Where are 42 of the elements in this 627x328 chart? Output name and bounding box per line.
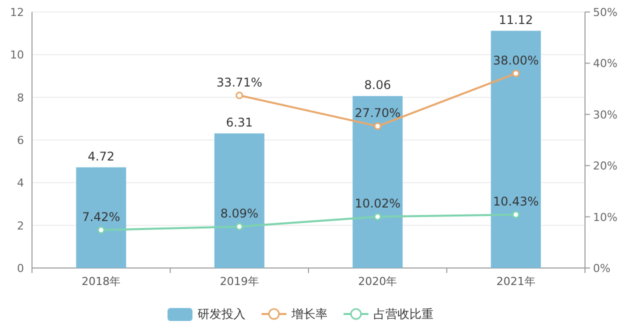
y-tick-label: 12 bbox=[10, 6, 24, 19]
y2-tick-label: 20% bbox=[593, 160, 618, 173]
y2-tick-label: 40% bbox=[593, 57, 618, 70]
data-label: 10.02% bbox=[354, 196, 401, 211]
data-label: 6.31 bbox=[226, 115, 253, 130]
data-label: 7.42% bbox=[82, 210, 120, 224]
y-tick-label: 6 bbox=[17, 134, 24, 147]
point bbox=[374, 122, 382, 130]
x-tick-label: 2018年 bbox=[82, 275, 121, 288]
y-tick-label: 2 bbox=[17, 219, 24, 232]
legend-label: 研发投入 bbox=[198, 307, 246, 321]
data-label: 4.72 bbox=[88, 149, 114, 164]
data-label: 38.00% bbox=[492, 53, 539, 68]
y-tick-label: 10 bbox=[10, 48, 24, 62]
y2-tick-label: 30% bbox=[593, 108, 618, 122]
y-tick-label: 4 bbox=[17, 176, 24, 190]
data-label: 33.71% bbox=[216, 75, 262, 90]
x-tick-label: 2021年 bbox=[496, 275, 536, 288]
bar bbox=[352, 96, 403, 268]
bar bbox=[76, 167, 126, 268]
y2-tick-label: 50% bbox=[593, 6, 618, 19]
point bbox=[236, 92, 244, 100]
data-label: 8.09% bbox=[220, 206, 258, 221]
x-tick-label: 2020年 bbox=[358, 275, 398, 288]
y-tick-label: 8 bbox=[17, 91, 24, 104]
y-tick-label: 0 bbox=[17, 262, 24, 275]
point bbox=[97, 226, 105, 234]
x-tick-label: 2019年 bbox=[220, 275, 259, 288]
bar bbox=[214, 133, 264, 268]
legend-label: 占营收比重 bbox=[374, 307, 434, 321]
data-label: 27.70% bbox=[354, 106, 401, 120]
y2-tick-label: 0% bbox=[593, 262, 610, 275]
data-label: 8.06 bbox=[364, 78, 391, 92]
point bbox=[512, 210, 520, 218]
legend-label: 增长率 bbox=[290, 307, 328, 321]
point bbox=[236, 222, 244, 230]
data-label: 10.43% bbox=[492, 194, 539, 209]
bar bbox=[490, 30, 541, 268]
data-label: 11.12 bbox=[498, 12, 534, 27]
point bbox=[374, 212, 382, 220]
y2-tick-label: 10% bbox=[593, 210, 618, 224]
point bbox=[512, 70, 520, 78]
